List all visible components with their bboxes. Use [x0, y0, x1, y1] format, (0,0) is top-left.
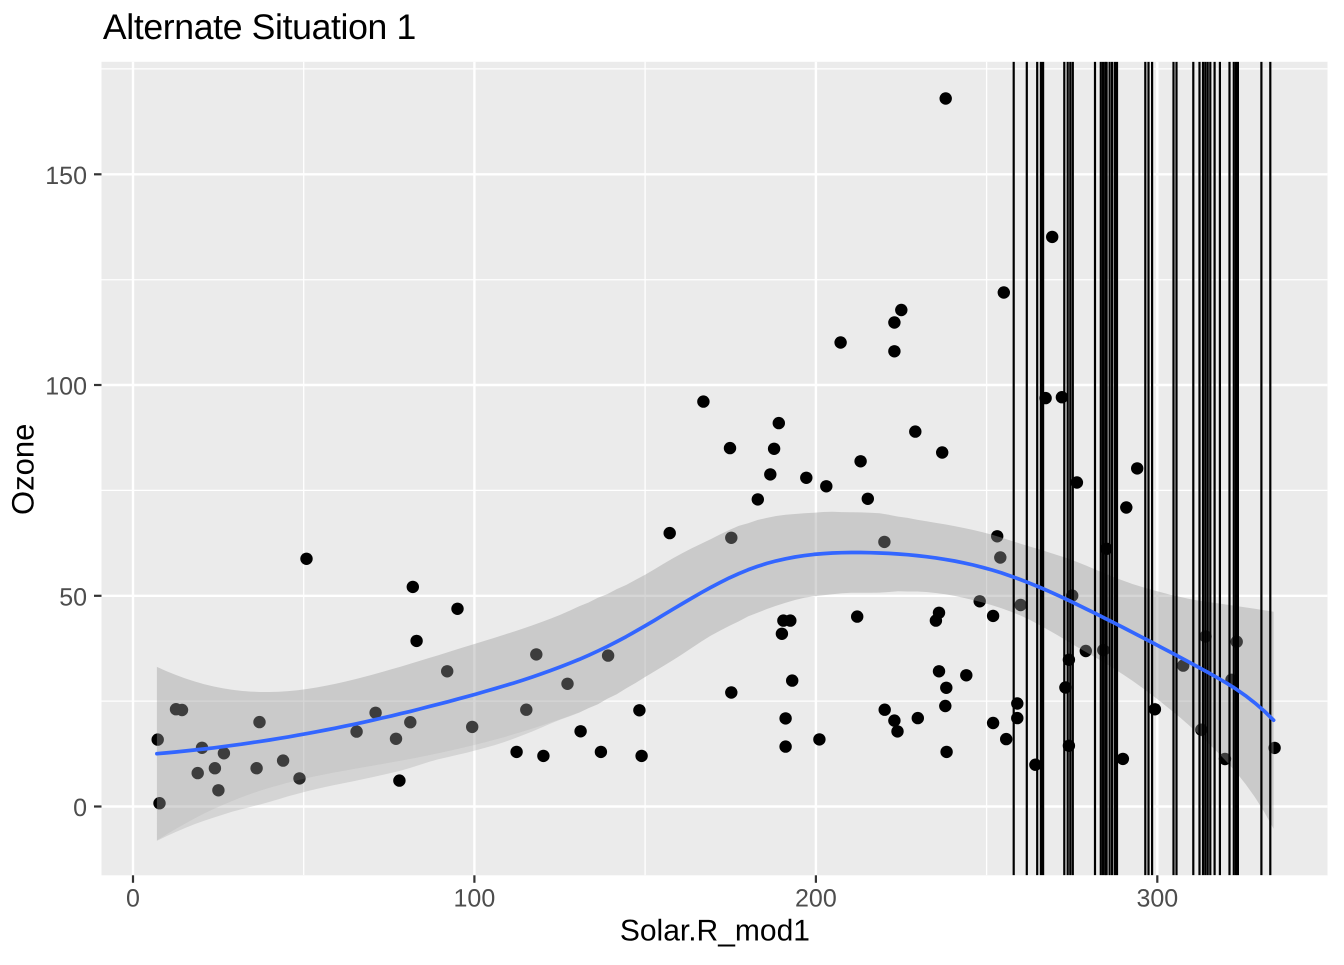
svg-text:50: 50 — [59, 583, 87, 611]
svg-text:Alternate Situation 1: Alternate Situation 1 — [103, 7, 416, 47]
svg-text:100: 100 — [45, 373, 87, 401]
svg-text:100: 100 — [454, 884, 496, 912]
svg-text:150: 150 — [45, 162, 87, 190]
svg-text:0: 0 — [126, 884, 140, 912]
svg-text:300: 300 — [1136, 884, 1178, 912]
svg-text:0: 0 — [73, 794, 87, 822]
svg-text:Ozone: Ozone — [6, 424, 41, 515]
svg-text:Solar.R_mod1: Solar.R_mod1 — [620, 914, 810, 947]
svg-text:200: 200 — [795, 884, 837, 912]
